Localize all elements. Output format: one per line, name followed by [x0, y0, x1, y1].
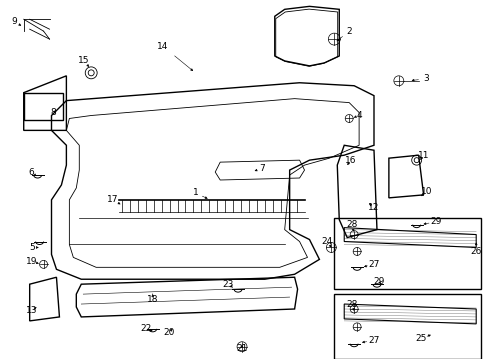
Text: 28: 28 — [346, 220, 358, 229]
Text: 19: 19 — [26, 257, 37, 266]
Text: 18: 18 — [147, 294, 158, 303]
Text: 22: 22 — [140, 324, 151, 333]
Text: 27: 27 — [368, 260, 380, 269]
Bar — [334, 294, 481, 359]
Text: 16: 16 — [345, 156, 357, 165]
Text: 8: 8 — [50, 108, 56, 117]
Text: 15: 15 — [77, 57, 89, 66]
Text: 5: 5 — [29, 243, 34, 252]
Text: 12: 12 — [368, 203, 380, 212]
Text: 14: 14 — [157, 41, 169, 50]
Text: 25: 25 — [415, 334, 426, 343]
Bar — [334, 218, 481, 289]
Text: 21: 21 — [236, 344, 248, 353]
Text: 7: 7 — [259, 163, 265, 172]
Text: 13: 13 — [26, 306, 37, 315]
Text: 1: 1 — [193, 188, 198, 197]
Text: 26: 26 — [470, 247, 482, 256]
Text: 10: 10 — [421, 188, 432, 197]
Text: 23: 23 — [222, 280, 234, 289]
Text: 17: 17 — [107, 195, 119, 204]
Text: 11: 11 — [418, 151, 429, 160]
Text: 24: 24 — [322, 237, 333, 246]
Text: 9: 9 — [11, 17, 17, 26]
Text: 29: 29 — [431, 217, 442, 226]
Text: 20: 20 — [163, 328, 174, 337]
Text: 4: 4 — [356, 111, 362, 120]
Text: 27: 27 — [368, 336, 380, 345]
Text: 29: 29 — [373, 277, 385, 286]
Text: 3: 3 — [424, 74, 429, 83]
Text: 2: 2 — [346, 27, 352, 36]
Text: 6: 6 — [29, 167, 34, 176]
Text: 28: 28 — [346, 300, 358, 309]
